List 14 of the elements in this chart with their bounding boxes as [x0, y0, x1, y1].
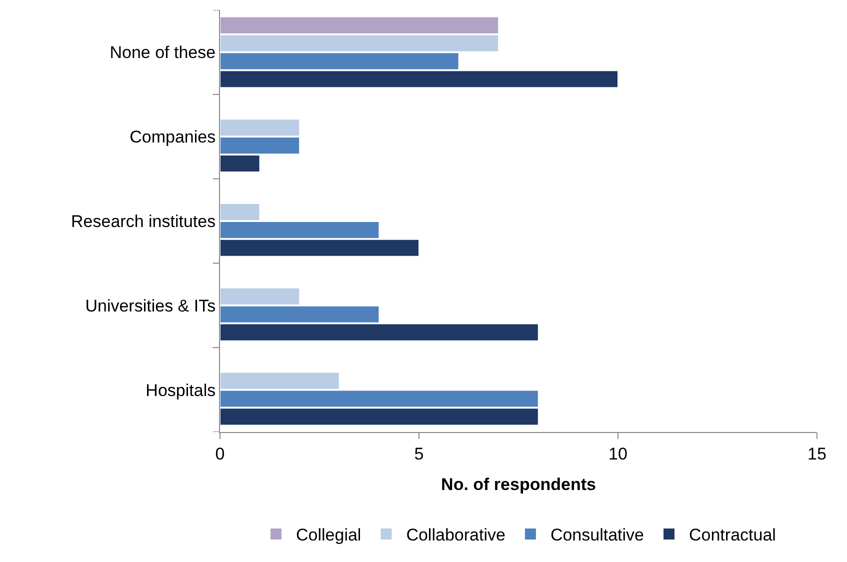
y-tick-label: Universities & ITs [85, 296, 216, 316]
x-tick-label: 5 [414, 444, 424, 464]
y-tick-label: Research institutes [71, 212, 216, 231]
y-tick-label: Companies [130, 128, 216, 147]
x-axis-title: No. of respondents [441, 474, 596, 494]
y-tick-label: Hospitals [146, 380, 216, 400]
legend-label: Consultative [550, 526, 644, 545]
legend-label: Contractual [689, 526, 776, 545]
x-tick-label: 0 [215, 444, 225, 464]
legend-label: Collegial [296, 526, 362, 545]
x-tick-label: 10 [608, 444, 628, 464]
y-tick-label: None of these [110, 43, 216, 62]
x-tick-label: 15 [808, 444, 826, 464]
legend-label: Collaborative [406, 526, 506, 545]
